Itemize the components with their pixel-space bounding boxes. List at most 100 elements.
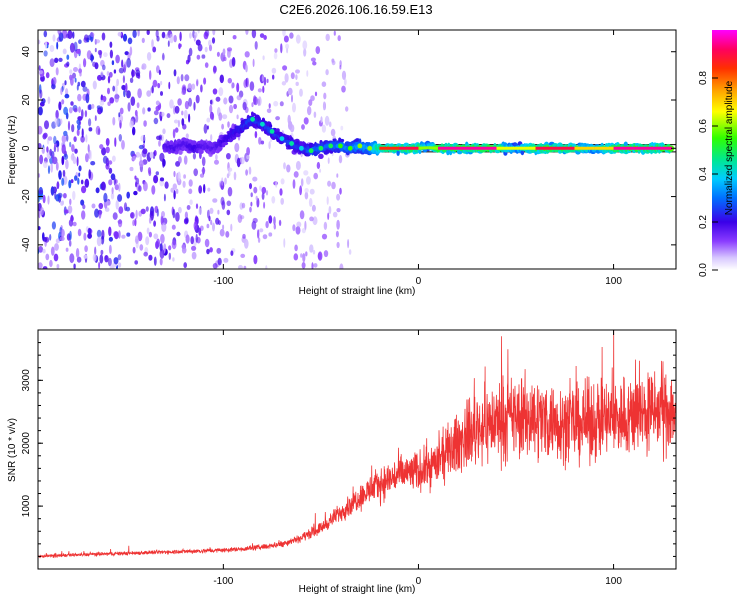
noise-blob: [87, 233, 92, 239]
trail-blob: [235, 132, 241, 138]
noise-blob: [327, 212, 330, 220]
noise-blob: [231, 57, 236, 67]
noise-blob: [168, 245, 172, 251]
noise-blob: [132, 246, 136, 254]
noise-blob: [114, 184, 119, 191]
noise-blob: [125, 82, 128, 93]
noise-blob: [58, 101, 62, 111]
noise-blob: [177, 98, 182, 106]
noise-blob: [321, 124, 326, 133]
noise-blob: [189, 199, 193, 205]
noise-blob: [155, 30, 159, 38]
noise-blob: [208, 215, 211, 222]
noise-blob: [309, 216, 314, 222]
noise-blob: [161, 31, 166, 39]
noise-blob: [81, 128, 84, 138]
noise-blob: [107, 101, 111, 107]
noise-blob: [266, 108, 272, 114]
noise-blob: [313, 263, 318, 268]
noise-blob: [204, 46, 208, 53]
noise-blob: [173, 190, 176, 200]
noise-blob: [309, 244, 314, 253]
noise-blob: [40, 207, 44, 216]
noise-blob: [84, 178, 90, 188]
noise-blob: [222, 114, 228, 120]
noise-blob: [58, 170, 62, 180]
noise-blob: [301, 228, 306, 234]
noise-blob: [200, 84, 203, 93]
noise-blob: [96, 105, 101, 110]
noise-blob: [295, 34, 301, 44]
noise-blob: [289, 32, 294, 39]
x-tick-label: -100: [213, 276, 233, 287]
noise-blob: [242, 233, 246, 239]
noise-blob: [78, 165, 82, 172]
noise-blob: [118, 206, 124, 214]
noise-blob: [208, 44, 213, 52]
noise-blob: [44, 120, 49, 130]
noise-blob: [122, 33, 128, 42]
noise-blob: [252, 58, 255, 68]
noise-blob: [77, 228, 82, 237]
noise-blob: [99, 50, 102, 59]
noise-blob: [243, 265, 247, 269]
noise-blob: [181, 118, 185, 126]
noise-blob: [69, 42, 75, 53]
noise-blob: [115, 200, 119, 210]
noise-blob: [219, 74, 224, 84]
noise-blob: [109, 244, 112, 254]
noise-blob: [185, 217, 189, 224]
noise-blob: [69, 230, 72, 241]
noise-blob: [52, 76, 57, 86]
noise-blob: [221, 123, 225, 130]
noise-blob: [314, 91, 318, 97]
noise-blob: [69, 198, 72, 205]
noise-blob: [169, 99, 174, 109]
noise-blob: [132, 126, 136, 136]
noise-blob: [219, 228, 225, 237]
noise-blob: [74, 77, 77, 83]
snr-series-line: [38, 330, 676, 559]
noise-blob: [171, 240, 177, 250]
spectrogram-frame: [37, 29, 677, 270]
noise-blob: [78, 39, 82, 44]
noise-blob: [336, 173, 339, 178]
noise-blob: [153, 117, 159, 125]
noise-blob: [168, 81, 171, 90]
noise-blob: [159, 177, 165, 182]
noise-blob: [204, 238, 210, 248]
y-tick-label: -20: [21, 189, 32, 204]
noise-blob: [100, 249, 104, 255]
noise-blob: [233, 171, 237, 181]
noise-blob: [341, 85, 346, 93]
noise-blob: [126, 191, 130, 199]
noise-blob: [148, 231, 152, 238]
y-tick-label: 20: [21, 94, 32, 106]
trail-highlight: [289, 141, 294, 146]
noise-blob: [187, 83, 192, 92]
noise-blob: [245, 77, 248, 87]
noise-blob: [174, 127, 179, 133]
noise-blob: [210, 134, 213, 142]
noise-blob: [215, 96, 221, 102]
noise-blob: [265, 265, 268, 269]
noise-blob: [111, 187, 114, 195]
noise-blob: [77, 123, 81, 131]
noise-blob: [339, 187, 342, 195]
noise-blob: [90, 32, 95, 38]
noise-blob: [306, 70, 309, 77]
noise-blob: [209, 104, 213, 114]
noise-blob: [63, 193, 67, 199]
noise-blob: [254, 131, 258, 139]
noise-blob: [38, 143, 42, 150]
noise-blob: [341, 70, 347, 81]
noise-blob: [218, 87, 224, 97]
noise-blob: [66, 61, 70, 67]
noise-blob: [99, 144, 104, 150]
noise-blob: [174, 105, 180, 114]
noise-blob: [250, 201, 253, 207]
noise-blob: [38, 106, 43, 116]
trail-highlight: [260, 121, 265, 127]
noise-blob: [191, 245, 197, 251]
noise-blob: [60, 87, 63, 95]
